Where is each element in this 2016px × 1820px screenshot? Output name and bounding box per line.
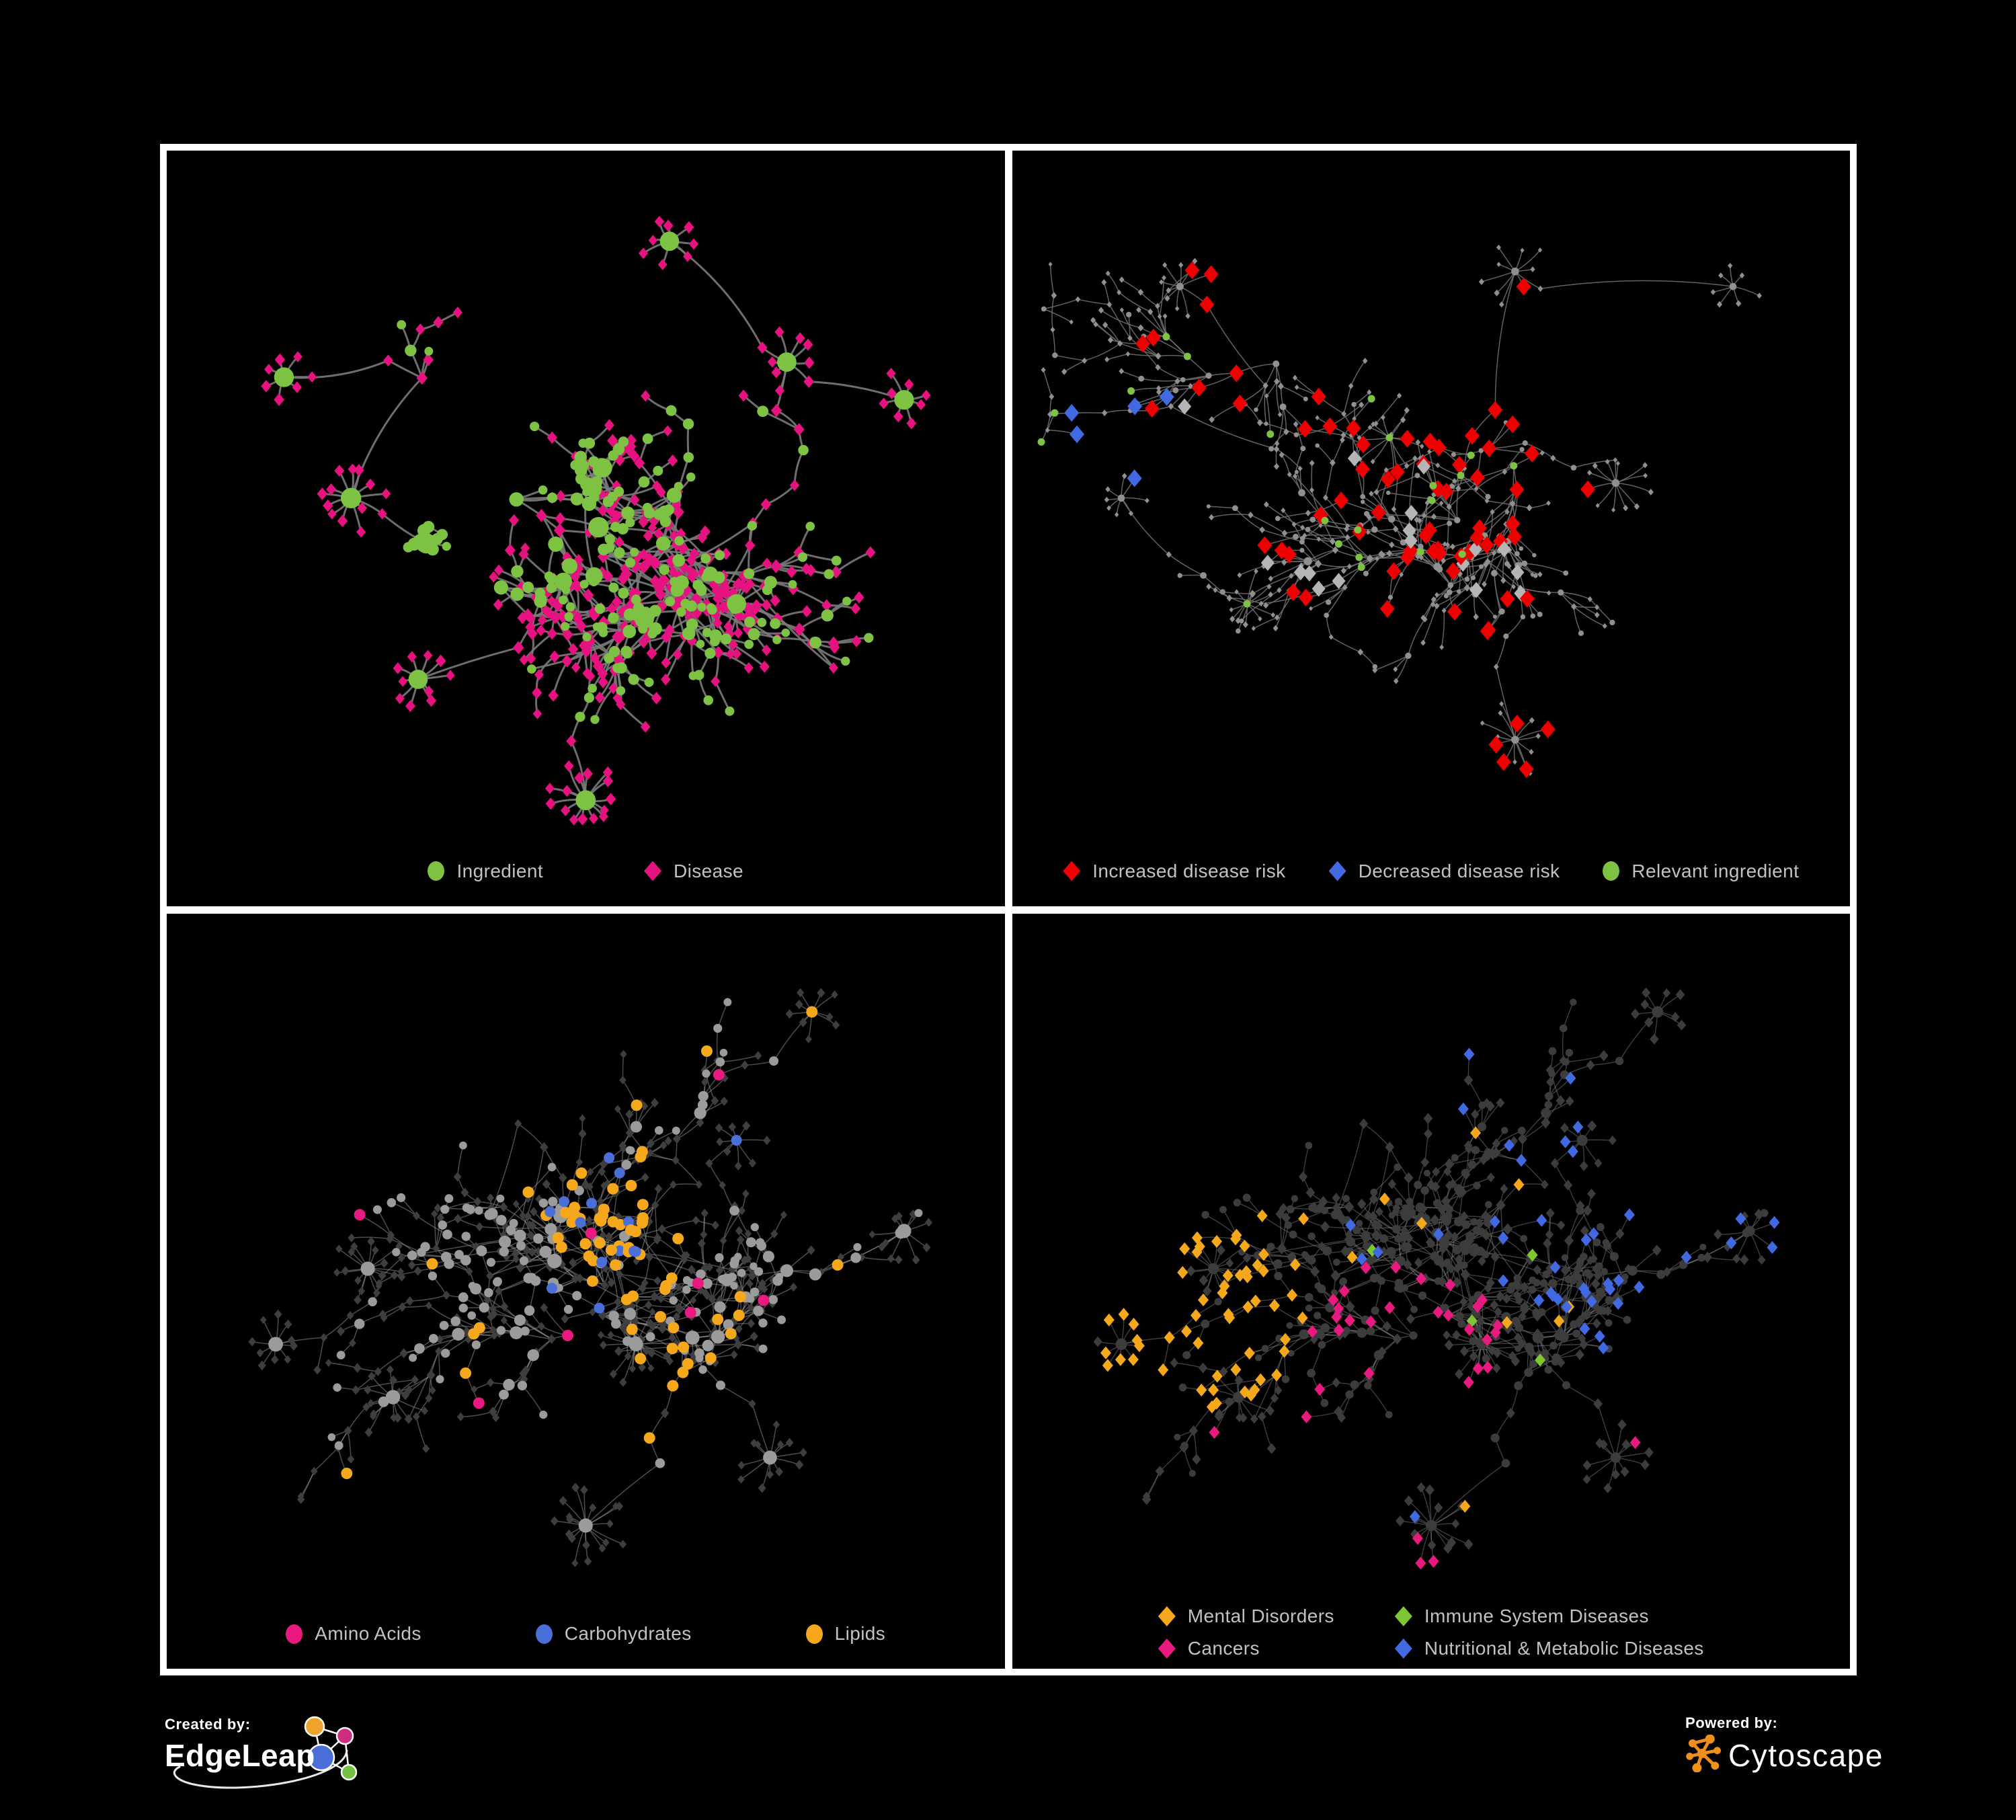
panel-ingredient-classes: Amino Acids Carbohydrates Lipids [167,913,1005,1669]
network-graph-disease-risk [1037,244,1762,779]
legend-item: Relevant ingredient [1603,861,1799,882]
legend-label: Nutritional & Metabolic Diseases [1424,1638,1704,1659]
legend-disease-risk: Increased disease risk Decreased disease… [1012,861,1851,882]
legend-item: Immune System Diseases [1394,1606,1649,1627]
legend-item: Disease [644,861,743,882]
legend-ingredient-classes: Amino Acids Carbohydrates Lipids [167,1623,1005,1645]
immune-system-swatch-icon [1394,1606,1412,1626]
legend-item: Decreased disease risk [1328,860,1560,882]
cytoscape-logo-icon [1686,1735,1721,1772]
legend-label: Disease [674,860,743,881]
legend-item: Nutritional & Metabolic Diseases [1394,1638,1704,1659]
legend-label: Ingredient [456,860,544,881]
amino-acids-swatch-icon [286,1624,303,1644]
legend-item: Ingredient [428,861,543,882]
legend-ingredient-disease: Ingredient Disease [167,861,1005,882]
carbohydrates-swatch-icon [535,1624,553,1644]
legend-item: Carbohydrates [535,1623,692,1645]
legend-label: Relevant ingredient [1631,860,1800,881]
panel-disease-categories: Mental Disorders Immune System Diseases … [1012,913,1851,1669]
created-by-block: Created by: EdgeLeap [163,1712,385,1803]
nutritional-metabolic-swatch-icon [1394,1638,1412,1659]
legend-item: Increased disease risk [1063,861,1285,882]
legend-label: Carbohydrates [564,1623,692,1644]
mental-disorders-swatch-icon [1158,1606,1176,1626]
edgeleap-wordmark: EdgeLeap [165,1738,315,1773]
network-grid: Ingredient Disease Increased disease ris… [160,144,1857,1675]
powered-by-label: Powered by: [1685,1714,1778,1731]
network-graph-ingredient-classes [248,988,933,1567]
created-by-label: Created by: [165,1716,251,1733]
decreased-risk-swatch-icon [1328,861,1346,881]
powered-by-block: Powered by: Cytoscape [1684,1710,1973,1801]
disease-swatch-icon [644,861,662,881]
ingredient-swatch-icon [428,861,445,881]
legend-item: Mental Disorders [1158,1606,1334,1627]
panel-disease-risk: Increased disease risk Decreased disease… [1012,151,1851,906]
legend-item: Cancers [1158,1638,1260,1659]
legend-label: Lipids [834,1623,886,1644]
legend-label: Amino Acids [315,1623,421,1644]
legend-label: Cancers [1187,1638,1260,1659]
increased-risk-swatch-icon [1063,861,1081,881]
legend-label: Decreased disease risk [1358,860,1560,881]
legend-label: Immune System Diseases [1424,1606,1649,1626]
cytoscape-wordmark: Cytoscape [1728,1738,1884,1773]
network-graph-ingredient-disease [261,215,931,826]
legend-item: Amino Acids [286,1623,421,1645]
relevant-ingredient-swatch-icon [1603,861,1620,881]
legend-disease-categories: Mental Disorders Immune System Diseases … [1012,1606,1851,1659]
lipids-swatch-icon [805,1624,823,1644]
cancers-swatch-icon [1158,1638,1176,1659]
legend-label: Increased disease risk [1092,860,1286,881]
legend-label: Mental Disorders [1187,1606,1334,1626]
network-graph-disease-categories [1093,987,1779,1570]
legend-item: Lipids [805,1623,886,1645]
panel-ingredient-disease: Ingredient Disease [167,151,1005,906]
